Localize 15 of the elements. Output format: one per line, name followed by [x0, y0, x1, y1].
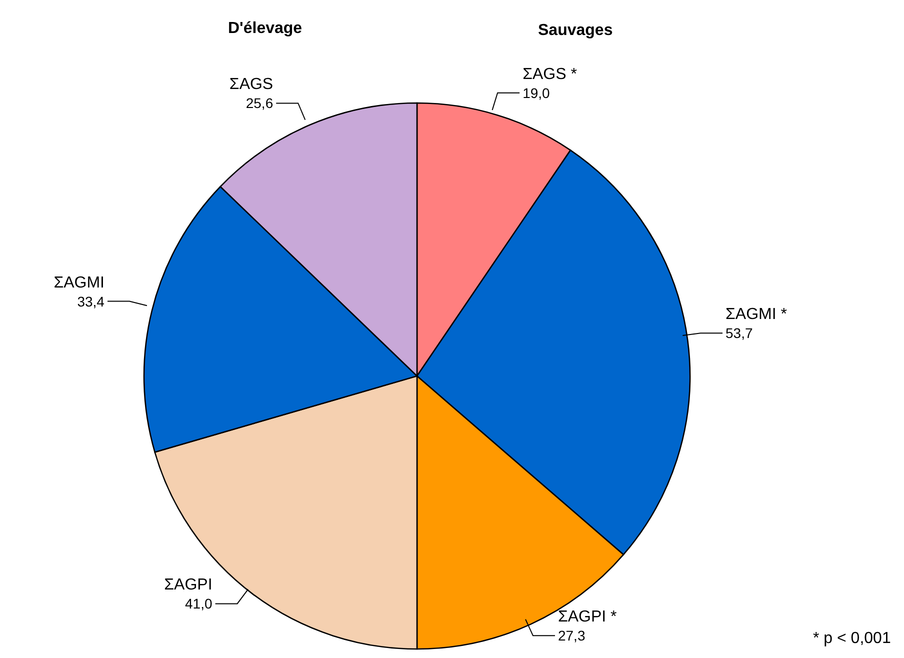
data-label: 53,7: [726, 325, 753, 342]
data-label: 19,0: [522, 84, 550, 101]
slice-label: ΣAGMI: [54, 274, 104, 292]
data-label: 25,6: [246, 95, 274, 112]
text: Sauvages: [538, 22, 613, 40]
slice-label: ΣAGS: [229, 76, 274, 94]
slice-label: ΣAGPI: [164, 576, 212, 594]
slice-label: ΣAGMI *: [726, 306, 787, 324]
slice-label: ΣAGPI *: [558, 608, 617, 626]
data-label: 33,4: [77, 293, 105, 310]
data-label: 41,0: [185, 596, 212, 612]
data-label: 27,3: [558, 628, 586, 644]
text: D'élevage: [228, 20, 302, 38]
slice-label: ΣAGS *: [522, 66, 577, 83]
text: * p < 0,001: [813, 630, 891, 648]
